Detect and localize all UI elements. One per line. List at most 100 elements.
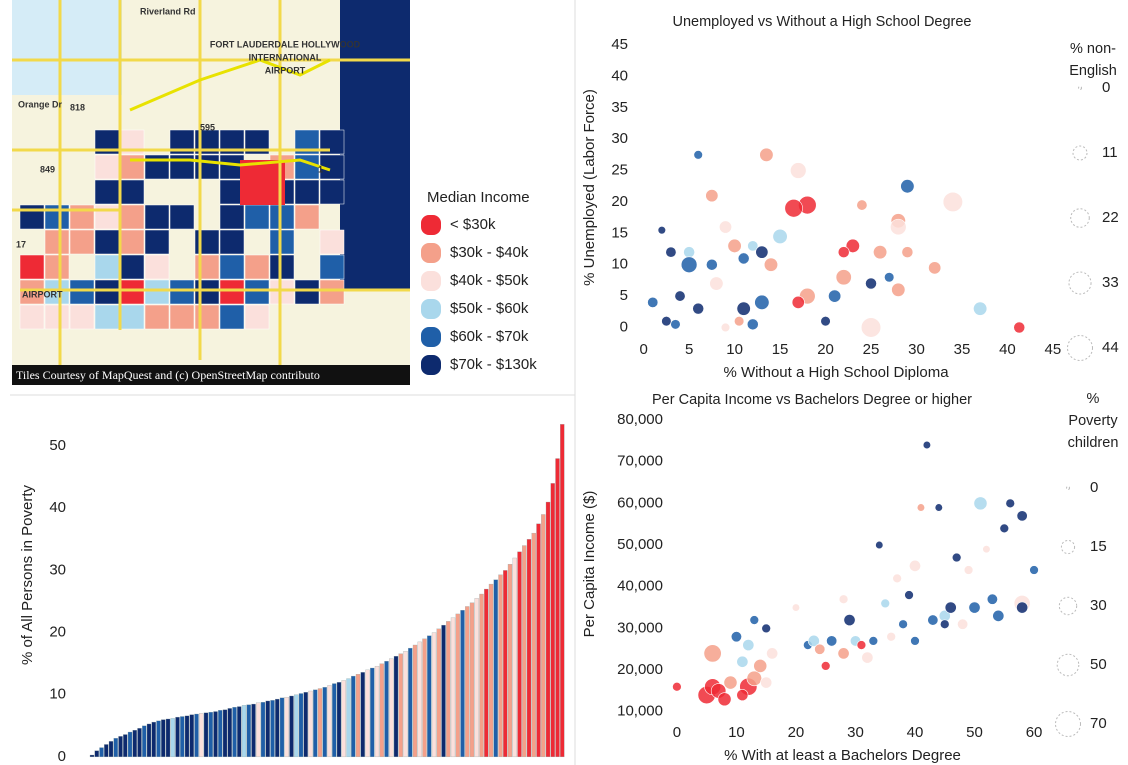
size-legend-label: 70 — [1090, 715, 1107, 732]
bar — [366, 670, 370, 757]
x-tick-label: 60 — [1026, 724, 1043, 741]
bar — [195, 714, 199, 757]
data-point — [993, 610, 1004, 621]
data-point — [773, 229, 787, 243]
bar — [451, 618, 455, 757]
y-tick-label: 30 — [49, 561, 66, 578]
data-point — [901, 180, 914, 193]
map-tract — [95, 230, 119, 254]
size-legend-circle — [1069, 272, 1091, 294]
map-label: 1 — [318, 164, 323, 174]
y-tick-label: 35 — [611, 99, 628, 116]
y-tick-label: 80,000 — [617, 411, 663, 428]
bar — [503, 570, 507, 756]
y-tick-label: 60,000 — [617, 494, 663, 511]
data-point — [1016, 602, 1027, 613]
data-point — [826, 636, 836, 646]
bar — [199, 713, 203, 757]
data-point — [737, 656, 748, 667]
bar — [100, 748, 104, 757]
data-point — [706, 259, 717, 270]
x-tick-label: 25 — [863, 341, 880, 358]
data-point — [892, 283, 905, 296]
map-tract — [170, 205, 194, 229]
size-legend-circle — [1079, 87, 1082, 90]
data-point — [747, 319, 758, 330]
bar — [323, 687, 327, 757]
data-point — [724, 676, 737, 689]
data-point — [743, 639, 754, 650]
bar — [176, 717, 180, 757]
map-tract — [95, 305, 119, 329]
data-point — [909, 560, 920, 571]
bar — [356, 674, 360, 757]
legend-swatch — [421, 243, 441, 263]
map-tract — [20, 305, 44, 329]
size-legend-label: 0 — [1090, 479, 1098, 496]
bar — [518, 552, 522, 757]
map-tract — [170, 280, 194, 304]
data-point — [694, 150, 703, 159]
x-tick-label: 45 — [1045, 341, 1062, 358]
data-point — [671, 320, 681, 330]
map-label: AIRPORT — [22, 289, 63, 299]
data-point — [662, 316, 672, 326]
data-point — [861, 318, 881, 338]
size-legend-circle — [1061, 540, 1074, 553]
bar — [556, 459, 560, 757]
bar — [218, 710, 222, 757]
map-tract — [240, 160, 285, 205]
data-point — [785, 199, 803, 217]
y-tick-label: 45 — [611, 36, 628, 53]
data-point — [721, 323, 730, 332]
legend-swatch — [421, 327, 441, 347]
bar — [290, 696, 294, 757]
data-point — [760, 148, 773, 161]
bar — [256, 703, 260, 757]
y-tick-label: 50 — [49, 437, 66, 454]
map-tract — [145, 230, 169, 254]
y-tick-label: 10,000 — [617, 703, 663, 720]
map-label: 17 — [16, 239, 26, 249]
map-tract — [95, 155, 119, 179]
bar — [161, 720, 165, 757]
bar — [546, 502, 550, 757]
x-axis-label: % With at least a Bachelors Degree — [724, 747, 961, 764]
data-point — [869, 636, 878, 645]
map-label: AIRPORT — [265, 65, 306, 75]
data-point — [718, 693, 731, 706]
data-point — [902, 247, 913, 258]
bar — [109, 741, 113, 757]
bar — [90, 755, 94, 757]
y-tick-label: 0 — [620, 318, 628, 335]
data-point — [681, 257, 697, 273]
map-tract — [120, 230, 144, 254]
bar — [404, 651, 408, 757]
bar — [313, 690, 317, 757]
data-point — [755, 295, 769, 309]
size-legend-circle — [1059, 597, 1076, 614]
y-tick-label: 40 — [611, 67, 628, 84]
bar — [489, 584, 493, 757]
map-tract — [295, 280, 319, 304]
map-tract — [245, 205, 269, 229]
legend-label: $60k - $70k — [450, 328, 529, 345]
map-tract — [220, 205, 244, 229]
y-tick-label: 20 — [611, 193, 628, 210]
map-tract — [45, 255, 69, 279]
data-point — [905, 591, 914, 600]
y-tick-label: 20 — [49, 624, 66, 641]
bar — [247, 705, 251, 757]
data-point — [1030, 566, 1039, 575]
data-point — [838, 648, 849, 659]
size-legend-circle — [1056, 712, 1081, 737]
bar — [337, 682, 341, 757]
data-point — [974, 497, 987, 510]
x-tick-label: 20 — [817, 341, 834, 358]
bar — [380, 664, 384, 757]
data-point — [672, 682, 681, 691]
bar — [408, 648, 412, 757]
data-point — [836, 270, 851, 285]
x-tick-label: 35 — [954, 341, 971, 358]
bar — [209, 712, 213, 757]
